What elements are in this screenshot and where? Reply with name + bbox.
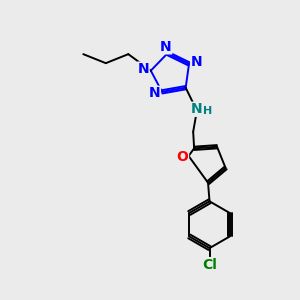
- Text: O: O: [177, 151, 188, 164]
- Text: N: N: [191, 102, 202, 116]
- Text: N: N: [191, 56, 202, 69]
- Text: N: N: [149, 86, 161, 100]
- Text: N: N: [160, 40, 172, 54]
- Text: H: H: [203, 106, 212, 116]
- Text: Cl: Cl: [202, 258, 217, 272]
- Text: N: N: [137, 62, 149, 76]
